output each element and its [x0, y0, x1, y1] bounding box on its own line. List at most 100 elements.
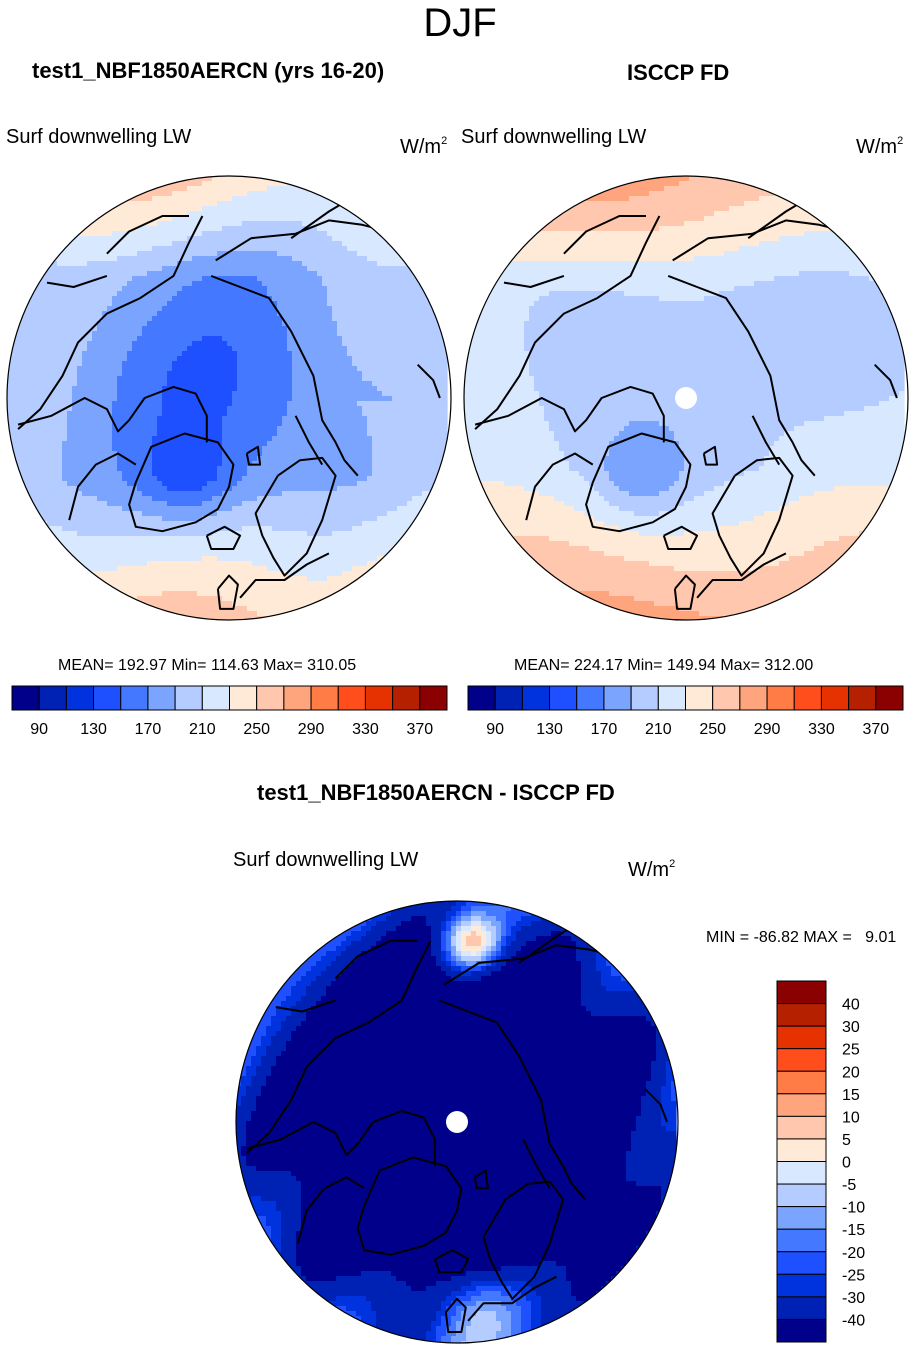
contour-cell [539, 296, 660, 302]
contour-cell [236, 1266, 252, 1272]
contour-cell [357, 401, 448, 407]
contour-cell [621, 1326, 637, 1332]
contour-cell [451, 1341, 462, 1343]
contour-cell [646, 1316, 677, 1322]
contour-cell [356, 956, 437, 962]
contour-cell [464, 611, 700, 617]
contour-cell [162, 306, 278, 312]
colorbar-tick-label: 250 [699, 721, 726, 738]
contour-cell [671, 1056, 677, 1062]
contour-cell [464, 386, 535, 392]
contour-cell [377, 516, 443, 522]
contour-cell [152, 246, 348, 252]
contour-cell [464, 601, 485, 607]
contour-cell [759, 566, 905, 572]
contour-cell [367, 431, 448, 437]
contour-cell [266, 1261, 277, 1267]
contour-cell [604, 456, 685, 462]
contour-cell [464, 256, 695, 262]
contour-cell [152, 196, 233, 202]
contour-cell [779, 561, 905, 567]
contour-cell [534, 301, 905, 307]
coastline [644, 1088, 668, 1123]
contour-cell [272, 436, 373, 442]
contour-cell [704, 296, 905, 302]
contour-cell [7, 256, 23, 262]
contour-cell [137, 336, 203, 342]
contour-cell [236, 901, 247, 907]
contour-cell [596, 966, 612, 972]
contour-cell [464, 226, 660, 232]
contour-cell [451, 1301, 462, 1307]
contour-cell [142, 326, 288, 332]
contour-cell [422, 606, 448, 612]
contour-cell [142, 491, 223, 497]
contour-cell [287, 341, 343, 347]
colorbar-tick-label: -10 [842, 1200, 865, 1217]
contour-cell [272, 296, 328, 302]
contour-cell [271, 1066, 652, 1072]
contour-cell [261, 951, 292, 957]
contour-cell [236, 1291, 247, 1297]
contour-cell [496, 1316, 512, 1322]
contour-cell [671, 1341, 677, 1343]
contour-cell [496, 916, 507, 922]
contour-cell [561, 931, 602, 937]
contour-cell [641, 921, 677, 927]
contour-cell [641, 1276, 652, 1282]
contour-cell [187, 346, 233, 352]
contour-cell [536, 1336, 587, 1342]
contour-cell [646, 1236, 672, 1242]
contour-cell [376, 1326, 432, 1332]
contour-cell [631, 1146, 677, 1152]
contour-cell [671, 1091, 677, 1097]
contour-cell [7, 341, 88, 347]
contour-cell [526, 1336, 537, 1342]
contour-cell [112, 441, 153, 447]
contour-cell [501, 956, 512, 962]
contour-cell [7, 601, 118, 607]
contour-cell [281, 1231, 297, 1237]
contour-cell [232, 601, 363, 607]
coastline [473, 1169, 489, 1190]
contour-cell [504, 481, 590, 487]
contour-cell [222, 441, 268, 447]
contour-cell [256, 1256, 267, 1262]
contour-cell [7, 366, 78, 372]
contour-cell [217, 511, 388, 517]
contour-cell [187, 236, 333, 242]
contour-cell [516, 1336, 527, 1342]
contour-cell [62, 476, 123, 482]
contour-cell [301, 976, 317, 982]
contour-cell [326, 1311, 357, 1317]
contour-cell [506, 911, 532, 917]
contour-cell [436, 1326, 447, 1332]
contour-cell [529, 316, 905, 322]
contour-cell [604, 496, 695, 502]
contour-cell [464, 376, 535, 382]
contour-cell [367, 426, 448, 432]
contour-cell [282, 321, 338, 327]
contour-cell [7, 351, 83, 357]
contour-cell [72, 396, 118, 402]
colorbar-tick-label: 330 [352, 721, 379, 738]
contour-cell [202, 556, 218, 562]
contour-cell [292, 361, 353, 367]
contour-cell [162, 591, 198, 597]
contour-cell [451, 946, 457, 952]
contour-cell [621, 901, 632, 907]
contour-cell [609, 501, 685, 507]
colorbar-box [147, 685, 176, 711]
colorbar-box [776, 980, 827, 1005]
contour-cell [759, 241, 900, 247]
contour-cell [291, 951, 327, 957]
contour-cell [471, 971, 492, 977]
contour-cell [734, 286, 895, 292]
contour-cell [236, 971, 247, 977]
contour-cell [849, 271, 905, 277]
colorbar-box [201, 685, 230, 711]
contour-cell [426, 1336, 437, 1342]
contour-cell [464, 281, 755, 287]
contour-cell [656, 1221, 677, 1227]
contour-cell [516, 1341, 527, 1343]
